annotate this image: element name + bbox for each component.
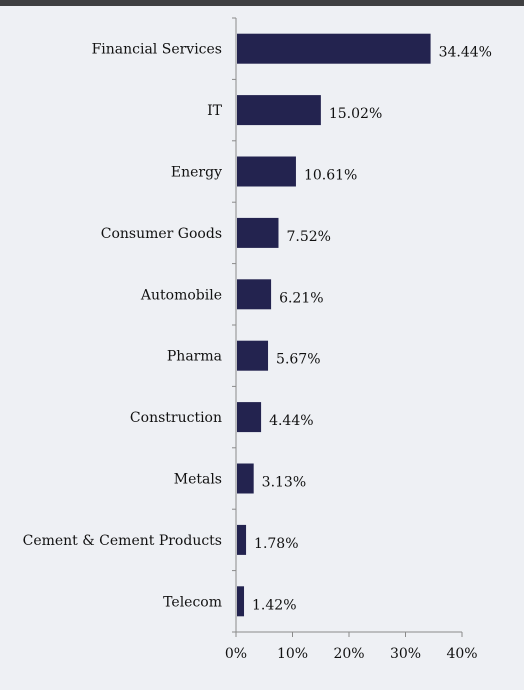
category-label: Metals — [174, 472, 222, 488]
data-label: 7.52% — [286, 229, 330, 245]
bar — [237, 156, 296, 187]
data-label: 5.67% — [276, 352, 320, 368]
category-label: Automobile — [140, 287, 222, 303]
value-labels: 34.44% 15.02% 10.61% 7.52% 6.21% 5.67% 4.44% 3.… — [252, 45, 492, 614]
data-label: 1.42% — [252, 597, 296, 613]
data-label: 6.21% — [279, 290, 323, 306]
x-tick-label: 0% — [225, 646, 247, 662]
horizontal-bar-chart: Financial Services IT Energy Consumer Goods… — [23, 17, 492, 662]
bar — [237, 279, 272, 310]
bar — [237, 340, 269, 371]
x-tick-labels: 0% 10% 20% 30% 40% — [225, 646, 478, 662]
bar — [237, 95, 321, 126]
category-label: Consumer Goods — [101, 226, 222, 242]
bar — [237, 402, 262, 433]
data-label: 10.61% — [304, 168, 357, 184]
data-label: 1.78% — [254, 536, 298, 552]
data-label: 34.44% — [439, 45, 492, 61]
x-tick-label: 10% — [277, 646, 308, 662]
category-label: Cement & Cement Products — [23, 533, 222, 549]
bar — [237, 586, 245, 617]
data-label: 4.44% — [269, 413, 313, 429]
chart-bars — [237, 33, 431, 617]
bar — [237, 524, 247, 555]
category-label: Telecom — [163, 594, 222, 610]
category-label: IT — [207, 103, 223, 119]
x-tick-label: 20% — [333, 646, 364, 662]
category-label: Pharma — [167, 349, 222, 365]
chart-container: Financial Services IT Energy Consumer Goods… — [0, 6, 524, 690]
bar — [237, 217, 279, 248]
x-tick-label: 40% — [446, 646, 477, 662]
data-label: 15.02% — [329, 106, 382, 122]
category-label: Energy — [171, 165, 222, 181]
category-label: Financial Services — [92, 42, 222, 58]
bar — [237, 33, 431, 64]
bar — [237, 463, 254, 494]
data-label: 3.13% — [262, 475, 306, 491]
category-label: Construction — [130, 410, 222, 426]
chart-axes — [232, 17, 463, 637]
category-labels: Financial Services IT Energy Consumer Goods… — [23, 42, 223, 611]
x-tick-label: 30% — [390, 646, 421, 662]
top-band — [0, 0, 524, 6]
